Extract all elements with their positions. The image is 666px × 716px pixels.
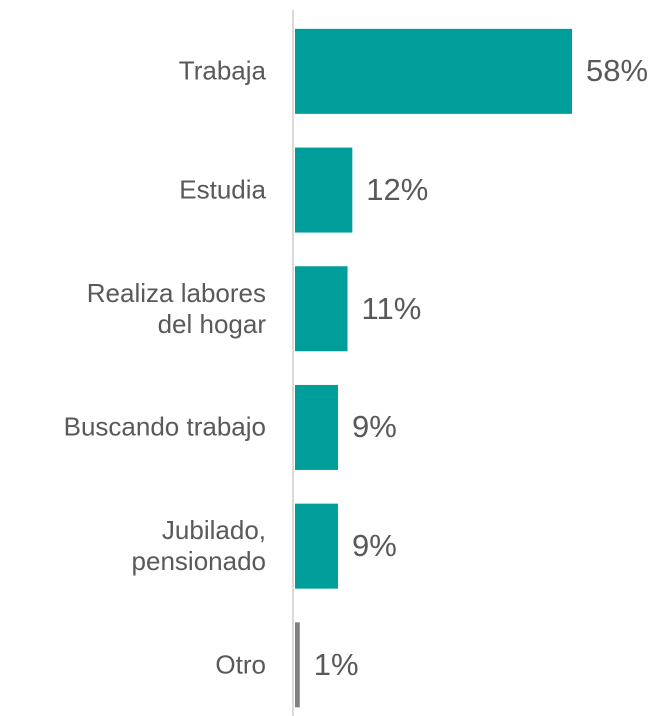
category-label: Estudia [179, 174, 266, 205]
category-label: Trabaja [178, 55, 266, 86]
category-label: Buscando trabajo [63, 411, 266, 442]
category-label: Jubilado, pensionado [131, 515, 266, 577]
bar [295, 28, 572, 114]
category-label: Otro [215, 649, 266, 680]
bar [295, 384, 338, 470]
value-label: 1% [313, 646, 359, 682]
category-label: Realiza labores del hogar [86, 277, 266, 339]
bar [295, 622, 300, 708]
bar [295, 266, 348, 352]
value-label: 12% [366, 172, 429, 208]
value-label: 11% [361, 290, 422, 326]
value-label: 9% [351, 528, 397, 564]
bar [295, 503, 338, 589]
value-label: 9% [351, 409, 397, 445]
value-label: 58% [586, 53, 649, 89]
bar [295, 147, 353, 233]
